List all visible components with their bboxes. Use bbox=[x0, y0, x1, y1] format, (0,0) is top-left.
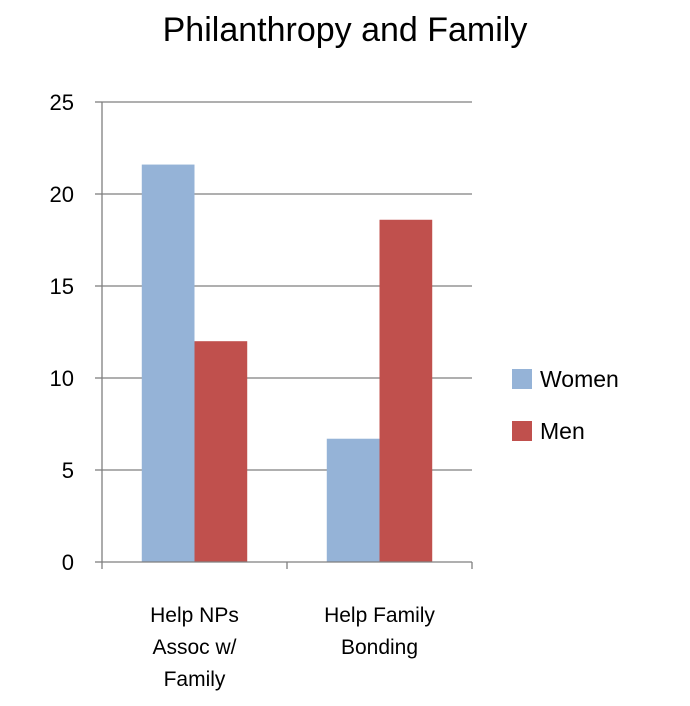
legend-swatch bbox=[512, 421, 532, 441]
x-category-label: Assoc w/ bbox=[152, 636, 236, 659]
y-tick-labels: 0 5 10 15 20 25 bbox=[50, 90, 74, 575]
y-tick-label: 20 bbox=[50, 182, 74, 207]
x-category-label: Help NPs bbox=[150, 604, 239, 627]
bar-women bbox=[327, 439, 380, 562]
y-tick-label: 0 bbox=[62, 550, 74, 575]
legend: Women Men bbox=[512, 366, 619, 444]
bar-men bbox=[195, 341, 248, 562]
y-tick-label: 15 bbox=[50, 274, 74, 299]
legend-label: Men bbox=[540, 418, 585, 444]
x-category-labels: Help NPs Assoc w/Family Help Family Bonding bbox=[150, 604, 435, 691]
legend-swatch bbox=[512, 369, 532, 389]
y-tick-label: 5 bbox=[62, 458, 74, 483]
x-category-label: Family bbox=[164, 668, 226, 691]
bars bbox=[142, 165, 432, 562]
x-category-label: Bonding bbox=[341, 636, 418, 659]
y-tick-label: 25 bbox=[50, 90, 74, 115]
bar-women bbox=[142, 165, 195, 562]
legend-label: Women bbox=[540, 366, 619, 392]
x-category-label: Help Family bbox=[324, 604, 435, 627]
bar-men bbox=[380, 220, 433, 562]
y-tick-label: 10 bbox=[50, 366, 74, 391]
